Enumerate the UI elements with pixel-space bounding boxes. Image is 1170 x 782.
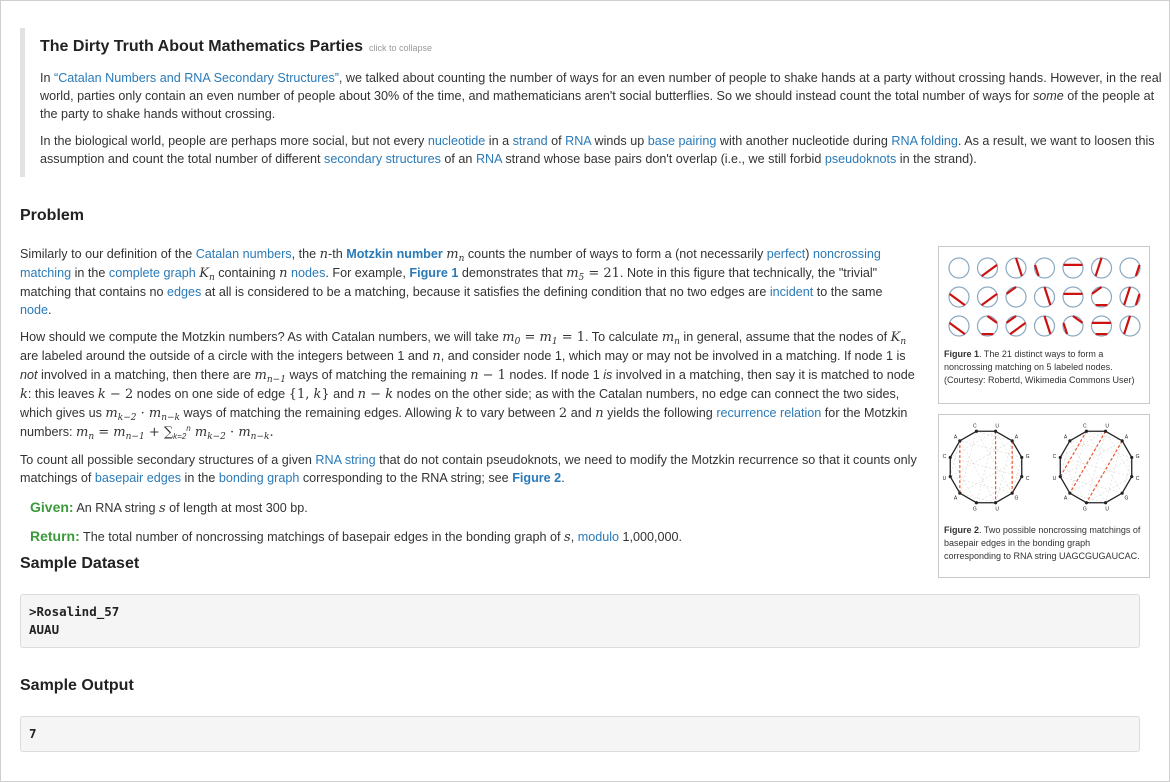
nucleotide-label: G	[1026, 454, 1030, 460]
nucleotide-label: U	[1053, 476, 1057, 482]
matching-circle	[948, 286, 970, 308]
nucleotide-label: G	[1014, 495, 1018, 501]
nucleotide-label: G	[1136, 454, 1140, 460]
figure-1-link[interactable]: Figure 1	[409, 266, 459, 280]
nucleotide-label: C	[1136, 476, 1140, 482]
noncrossing-matching-link[interactable]: noncrossing matching	[20, 247, 881, 280]
intro-title: The Dirty Truth About Mathematics Partie…	[40, 38, 1164, 57]
return-line: Return: The total number of noncrossing …	[30, 528, 683, 545]
sample-output-heading: Sample Output	[20, 677, 134, 694]
catalan-numbers-link[interactable]: Catalan numbers	[195, 247, 292, 261]
base-pairing-link[interactable]: base pairing	[647, 134, 717, 148]
intro-paragraph-2: In the biological world, people are perh…	[40, 134, 1155, 166]
nodes-link[interactable]: nodes	[291, 266, 326, 280]
rna-link-2[interactable]: RNA	[475, 152, 502, 166]
matching-circle	[948, 315, 970, 337]
perfect-link[interactable]: perfect	[766, 247, 806, 261]
matching-circle	[1090, 315, 1113, 337]
figure-1-caption: Figure 1. The 21 distinct ways to form a…	[944, 349, 1135, 385]
nucleotide-label: U	[995, 507, 999, 513]
sample-dataset-block[interactable]: >Rosalind_57 AUAU	[20, 594, 1140, 648]
nucleotide-label: U	[943, 476, 947, 482]
matching-circle	[1005, 315, 1027, 337]
rna-folding-link[interactable]: RNA folding	[891, 134, 958, 148]
matching-circle	[1062, 315, 1084, 337]
problem-paragraph-2: How should we compute the Motzkin number…	[20, 330, 915, 442]
nucleotide-label: C	[1053, 454, 1057, 460]
rna-string-link[interactable]: RNA string	[315, 453, 376, 467]
figure-2-link[interactable]: Figure 2	[512, 471, 562, 485]
matching-circle	[1119, 286, 1141, 308]
nucleotide-label: A	[954, 435, 958, 441]
nucleotide-label: G	[1083, 507, 1087, 513]
nucleotide-label: U	[1105, 507, 1109, 513]
matching-circle	[1033, 286, 1056, 308]
motzkin-matchings-image	[948, 257, 1141, 337]
return-label: Return:	[30, 528, 80, 544]
matching-circle	[976, 286, 999, 308]
recurrence-relation-link[interactable]: recurrence relation	[716, 406, 822, 420]
given-label: Given:	[30, 499, 74, 515]
basepair-edge	[1059, 430, 1087, 477]
matching-circle	[1062, 257, 1084, 279]
nucleotide-label: U	[995, 423, 999, 429]
figure-2-caption: Figure 2. Two possible noncrossing match…	[944, 525, 1141, 561]
bonding-graph-link[interactable]: bonding graph	[218, 471, 300, 485]
nucleotide-label: A	[1064, 435, 1068, 441]
nucleotide-label: A	[1125, 435, 1129, 441]
incident-link[interactable]: incident	[769, 285, 814, 299]
basepair-edge	[1085, 440, 1123, 504]
intro-title-text: The Dirty Truth About Mathematics Partie…	[40, 38, 364, 55]
nucleotide-label: U	[1105, 423, 1109, 429]
problem-body: Similarly to our definition of the Catal…	[20, 245, 917, 547]
nucleotide-label: C	[1083, 423, 1087, 429]
matching-circle	[1005, 286, 1027, 308]
matching-circle	[1062, 286, 1084, 308]
modulo-link[interactable]: modulo	[577, 530, 620, 544]
node-link[interactable]: node	[20, 303, 49, 317]
matching-circle	[1033, 315, 1056, 337]
strand-link[interactable]: strand	[512, 134, 548, 148]
motzkin-number-link[interactable]: Motzkin number	[346, 247, 443, 261]
nucleotide-label: A	[1015, 435, 1019, 441]
sample-dataset-heading: Sample Dataset	[20, 555, 140, 572]
problem-paragraph-3: To count all possible secondary structur…	[20, 453, 917, 485]
figure-2: U A G C G U G A U C A C U A G C G U G A U C A C Figure 2. Two p…	[938, 414, 1150, 578]
collapse-link[interactable]: click to collapse	[369, 43, 433, 53]
nucleotide-label: C	[943, 454, 947, 460]
intro-blockquote: The Dirty Truth About Mathematics Partie…	[20, 28, 1164, 177]
matching-circle	[948, 257, 970, 279]
catalan-rna-link[interactable]: “Catalan Numbers and RNA Secondary Struc…	[54, 71, 339, 85]
matching-circle	[976, 315, 999, 337]
basepair-edges-link[interactable]: basepair edges	[94, 471, 182, 485]
nucleotide-label: C	[1026, 476, 1030, 482]
intro-paragraph-1: In “Catalan Numbers and RNA Secondary St…	[40, 71, 1162, 121]
pseudoknots-link[interactable]: pseudoknots	[824, 152, 897, 166]
matching-circle	[976, 257, 999, 279]
nucleotide-label: A	[1064, 495, 1068, 501]
rna-link[interactable]: RNA	[565, 134, 592, 148]
problem-paragraph-1: Similarly to our definition of the Catal…	[20, 247, 883, 317]
matching-circle	[1090, 257, 1113, 279]
figure-1: Figure 1. The 21 distinct ways to form a…	[938, 246, 1150, 404]
edges-link[interactable]: edges	[167, 285, 202, 299]
matching-circle	[1119, 257, 1141, 279]
nucleotide-label: G	[1124, 495, 1128, 501]
bonding-graph-image: U A G C G U G A U C A C U A G C G U G A U C A C	[943, 423, 1140, 513]
matching-circle	[1090, 286, 1113, 308]
problem-heading: Problem	[20, 207, 85, 224]
matching-circle	[1005, 257, 1027, 279]
complete-graph-link[interactable]: complete graph	[108, 266, 196, 280]
nucleotide-label: G	[973, 507, 977, 513]
matching-circle	[1119, 315, 1141, 337]
secondary-structures-link[interactable]: secondary structures	[324, 152, 441, 166]
sample-output-block[interactable]: 7	[20, 716, 1140, 752]
nucleotide-label: A	[954, 495, 958, 501]
nucleotide-label: C	[973, 423, 977, 429]
basepair-edge	[1069, 430, 1107, 494]
nucleotide-link[interactable]: nucleotide	[427, 134, 486, 148]
given-line: Given: An RNA string s of length at most…	[30, 499, 308, 516]
matching-circle	[1033, 257, 1056, 279]
